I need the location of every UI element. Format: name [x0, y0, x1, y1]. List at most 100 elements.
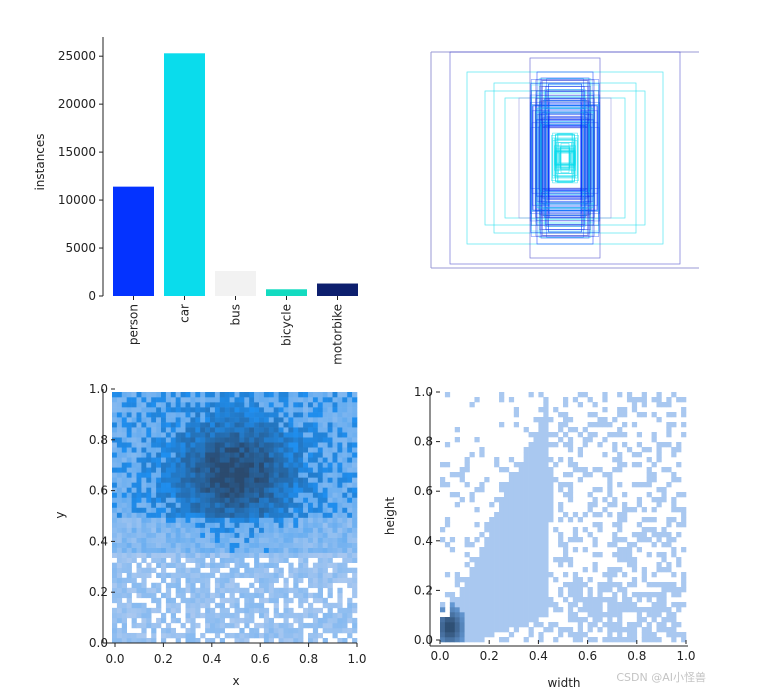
wh-cell: [617, 622, 623, 628]
wh-cell: [508, 567, 515, 573]
xy-cell: [327, 407, 333, 413]
wh-cell: [607, 627, 613, 633]
xy-cell: [293, 492, 299, 498]
xy-cell: [121, 562, 127, 568]
xy-cell: [327, 522, 333, 528]
xy-cell: [210, 522, 216, 528]
wh-cell: [612, 532, 618, 538]
wh-cell: [513, 407, 520, 413]
xy-cell: [185, 442, 191, 448]
wh-cell: [474, 537, 480, 543]
xy-cell: [112, 467, 118, 473]
xy-cell: [141, 422, 147, 428]
wh-cell: [489, 562, 495, 568]
xy-cell: [175, 452, 181, 458]
xy-cell: [312, 502, 319, 508]
wh-cell: [651, 617, 657, 623]
xy-cell: [170, 602, 176, 609]
xy-cell: [347, 427, 353, 433]
wh-cell: [533, 507, 539, 513]
xy-cell: [234, 472, 240, 478]
wh-cell: [656, 612, 662, 618]
wh-cell: [641, 402, 647, 408]
xy-cell: [239, 477, 245, 483]
xy-cell: [190, 407, 196, 413]
wh-cell: [513, 547, 520, 553]
wh-cell: [592, 537, 598, 543]
xy-cell: [141, 592, 147, 599]
xy-cell: [332, 547, 338, 553]
xy-cell: [219, 457, 225, 463]
xy-cell: [288, 542, 294, 548]
xy-cell: [332, 492, 338, 498]
xy-cell: [234, 607, 240, 614]
xy-cell: [352, 557, 358, 563]
wh-cell: [440, 632, 446, 638]
wh-cell: [508, 477, 515, 483]
xy-cell: [136, 462, 142, 468]
wh-cell: [518, 532, 524, 538]
xy-cell: [263, 467, 270, 473]
wh-cell: [636, 532, 643, 538]
xy-cell: [116, 557, 123, 563]
xy-cell: [337, 522, 343, 528]
wh-cell: [503, 542, 510, 548]
wh-cell: [543, 607, 549, 613]
xy-cell: [234, 477, 240, 483]
xy-cell: [180, 597, 186, 604]
wh-heatmap-cells: [440, 392, 687, 643]
wh-cell: [489, 542, 495, 548]
xy-cell: [131, 517, 137, 523]
xy-cell: [327, 492, 333, 498]
xy-cell: [342, 627, 348, 634]
xy-cell: [293, 437, 299, 443]
xy-cell: [146, 562, 152, 568]
xy-cell: [136, 482, 142, 488]
wh-cell: [503, 557, 510, 563]
xy-cell: [337, 602, 343, 609]
xy-cell: [322, 447, 328, 453]
xy-cell: [268, 597, 274, 604]
xy-cell: [249, 547, 255, 553]
xy-cell: [293, 497, 299, 503]
xy-cell: [342, 457, 348, 463]
xy-cell: [200, 632, 206, 639]
xy-cell: [342, 577, 348, 584]
xy-cell: [327, 537, 333, 543]
wh-cell: [577, 452, 583, 458]
xy-cell: [146, 427, 152, 433]
xy-cell: [239, 537, 245, 543]
xy-cell: [312, 477, 319, 483]
xy-cell: [239, 592, 245, 599]
xy-cell: [116, 397, 123, 403]
xy-cell: [239, 492, 245, 498]
xy-cell: [126, 492, 132, 498]
xy-cell: [161, 472, 167, 478]
wh-cell: [602, 452, 608, 458]
xy-cell: [190, 622, 196, 629]
xy-cell: [327, 627, 333, 634]
xy-cell: [195, 502, 201, 508]
wh-cell: [612, 457, 618, 463]
xy-cell: [141, 407, 147, 413]
xy-cell: [141, 392, 147, 398]
wh-cell: [656, 487, 662, 493]
wh-cell: [543, 417, 549, 423]
wh-cell: [592, 562, 598, 568]
wh-cell: [636, 502, 643, 508]
xy-cell: [293, 442, 299, 448]
wh-cell: [676, 622, 682, 628]
xy-cell: [131, 507, 137, 513]
xy-cell: [288, 452, 294, 458]
wh-histogram: 0.0 0.2 0.4 0.6 0.8 1.00.00.20.40.60.81.0 wid…: [383, 385, 696, 687]
xy-cell: [312, 537, 319, 543]
wh-cell: [503, 492, 510, 498]
xy-cell: [288, 527, 294, 533]
xy-cell: [239, 557, 245, 563]
wh-cell: [577, 477, 583, 483]
xy-cell: [312, 547, 319, 553]
wh-cell: [538, 417, 544, 423]
wh-cell: [538, 467, 544, 473]
xy-cell: [278, 587, 284, 594]
wh-cell: [513, 582, 520, 588]
